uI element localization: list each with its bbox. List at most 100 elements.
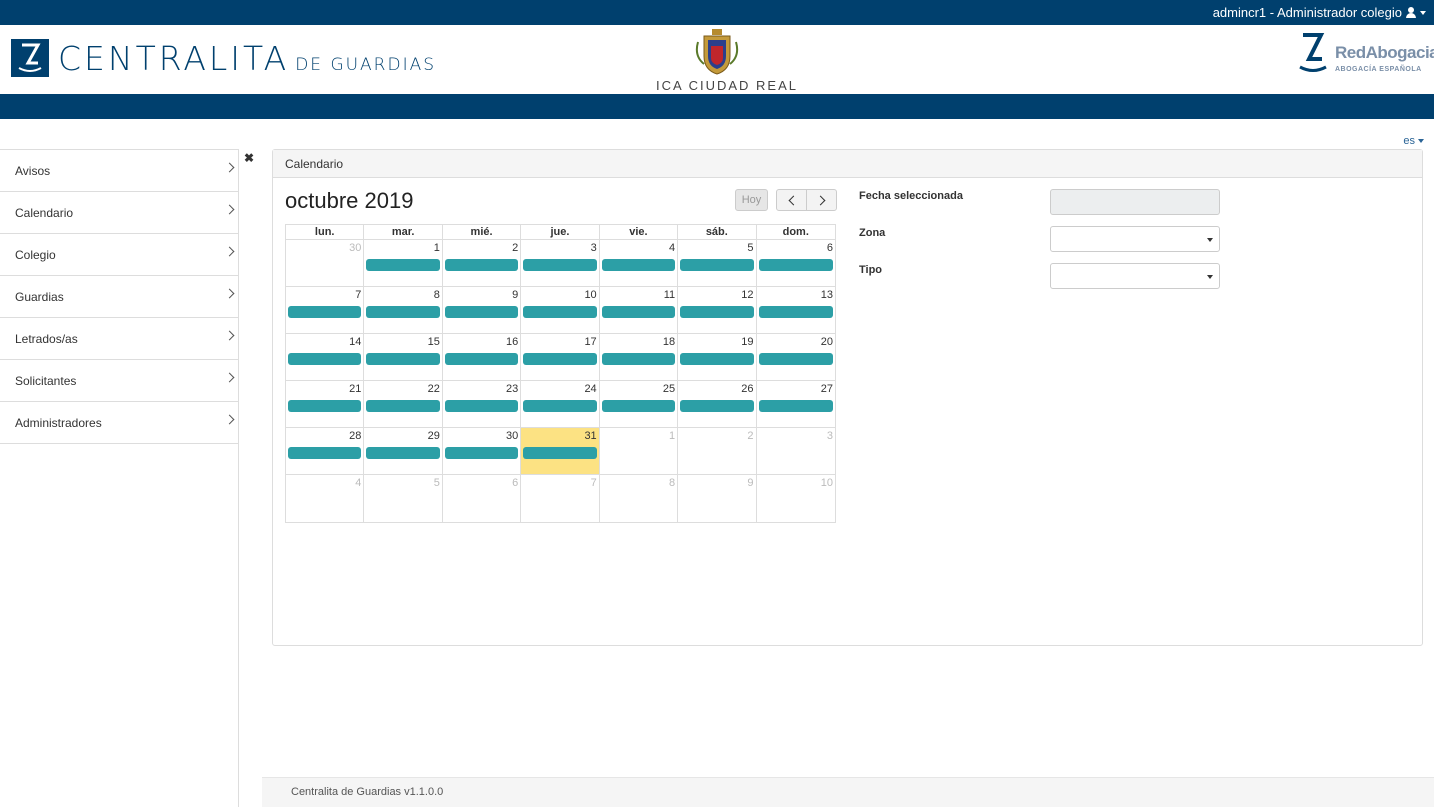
calendar-day[interactable]: 9 xyxy=(678,475,757,522)
calendar-day[interactable]: 13 xyxy=(757,287,835,333)
tipo-select[interactable] xyxy=(1050,263,1220,289)
fecha-seleccionada-field[interactable] xyxy=(1050,189,1220,215)
calendar-day[interactable]: 28 xyxy=(286,428,365,474)
calendar-day[interactable]: 1 xyxy=(600,428,679,474)
chevron-down-icon xyxy=(1207,275,1213,279)
calendar-day[interactable]: 30 xyxy=(443,428,522,474)
calendar-day[interactable]: 20 xyxy=(757,334,835,380)
prev-month-button[interactable] xyxy=(776,189,807,211)
calendar-day[interactable]: 3 xyxy=(757,428,835,474)
calendar-event[interactable] xyxy=(444,306,519,318)
calendar-event[interactable] xyxy=(758,353,833,365)
calendar-day[interactable]: 7 xyxy=(286,287,365,333)
header: CENTRALITA DE GUARDIAS ICA CIUDAD REAL Re… xyxy=(0,25,1434,94)
calendar-day-today[interactable]: 31 xyxy=(521,428,600,474)
calendar-event[interactable] xyxy=(444,400,519,412)
calendar-event[interactable] xyxy=(288,306,362,318)
calendar-event[interactable] xyxy=(758,400,833,412)
calendar-event[interactable] xyxy=(523,400,597,412)
zona-select[interactable] xyxy=(1050,226,1220,252)
calendar-event[interactable] xyxy=(444,447,519,459)
calendar-event[interactable] xyxy=(366,306,440,318)
calendar-event[interactable] xyxy=(523,447,597,459)
sidebar-item-calendario[interactable]: Calendario xyxy=(0,192,238,234)
calendar-day[interactable]: 14 xyxy=(286,334,365,380)
user-menu[interactable]: admincr1 - Administrador colegio xyxy=(1213,5,1426,20)
calendar-event[interactable] xyxy=(366,353,440,365)
calendar-day[interactable]: 5 xyxy=(678,240,757,286)
sidebar-item-avisos[interactable]: Avisos xyxy=(0,150,238,192)
calendar-day[interactable]: 24 xyxy=(521,381,600,427)
calendar-event[interactable] xyxy=(601,259,676,271)
day-number: 10 xyxy=(584,289,597,301)
sidebar-item-solicitantes[interactable]: Solicitantes xyxy=(0,360,238,402)
today-button[interactable]: Hoy xyxy=(735,189,768,211)
calendar-event[interactable] xyxy=(758,306,833,318)
calendar-day[interactable]: 22 xyxy=(364,381,443,427)
calendar-day[interactable]: 25 xyxy=(600,381,679,427)
calendar-day[interactable]: 29 xyxy=(364,428,443,474)
calendar-event[interactable] xyxy=(680,353,754,365)
calendar-event[interactable] xyxy=(523,259,597,271)
day-number: 10 xyxy=(820,477,833,489)
calendar-event[interactable] xyxy=(366,259,440,271)
calendar-event[interactable] xyxy=(288,400,362,412)
calendar-day[interactable]: 1 xyxy=(364,240,443,286)
sidebar-item-administradores[interactable]: Administradores xyxy=(0,402,238,444)
calendar-day[interactable]: 19 xyxy=(678,334,757,380)
calendar-day[interactable]: 9 xyxy=(443,287,522,333)
calendar-day[interactable]: 7 xyxy=(521,475,600,522)
calendar-event[interactable] xyxy=(601,353,676,365)
calendar-day[interactable]: 2 xyxy=(443,240,522,286)
calendar-day[interactable]: 27 xyxy=(757,381,835,427)
calendar-event[interactable] xyxy=(601,306,676,318)
next-month-button[interactable] xyxy=(806,189,837,211)
calendar-event[interactable] xyxy=(366,400,440,412)
calendar-event[interactable] xyxy=(680,259,754,271)
calendar-day[interactable]: 8 xyxy=(364,287,443,333)
calendar-day[interactable]: 6 xyxy=(443,475,522,522)
day-number: 31 xyxy=(584,430,597,442)
sidebar-item-letrados-as[interactable]: Letrados/as xyxy=(0,318,238,360)
calendar-day[interactable]: 30 xyxy=(286,240,365,286)
calendar-event[interactable] xyxy=(444,259,519,271)
weekday-label: mié. xyxy=(443,225,522,239)
sidebar-item-label: Guardias xyxy=(15,289,64,304)
day-number: 4 xyxy=(355,477,362,489)
sidebar-item-guardias[interactable]: Guardias xyxy=(0,276,238,318)
calendar-day[interactable]: 2 xyxy=(678,428,757,474)
calendar-day[interactable]: 4 xyxy=(600,240,679,286)
calendar-day[interactable]: 3 xyxy=(521,240,600,286)
calendar-event[interactable] xyxy=(288,447,362,459)
calendar-day[interactable]: 11 xyxy=(600,287,679,333)
calendar-day[interactable]: 18 xyxy=(600,334,679,380)
language-selector[interactable]: es xyxy=(1403,135,1424,147)
calendar-day[interactable]: 17 xyxy=(521,334,600,380)
calendar-day[interactable]: 21 xyxy=(286,381,365,427)
calendar-event[interactable] xyxy=(680,400,754,412)
calendar-day[interactable]: 8 xyxy=(600,475,679,522)
day-number: 14 xyxy=(349,336,362,348)
calendar-day[interactable]: 5 xyxy=(364,475,443,522)
calendar-event[interactable] xyxy=(444,353,519,365)
calendar-day[interactable]: 6 xyxy=(757,240,835,286)
panel-title: Calendario xyxy=(273,150,1422,178)
calendar-day[interactable]: 16 xyxy=(443,334,522,380)
calendar-event[interactable] xyxy=(288,353,362,365)
calendar-day[interactable]: 10 xyxy=(521,287,600,333)
calendar-event[interactable] xyxy=(523,353,597,365)
sidebar-item-colegio[interactable]: Colegio xyxy=(0,234,238,276)
calendar-event[interactable] xyxy=(366,447,440,459)
calendar-day[interactable]: 4 xyxy=(286,475,365,522)
calendar-day[interactable]: 26 xyxy=(678,381,757,427)
calendar-event[interactable] xyxy=(680,306,754,318)
weekday-label: dom. xyxy=(782,226,809,238)
calendar-event[interactable] xyxy=(523,306,597,318)
calendar-day[interactable]: 12 xyxy=(678,287,757,333)
calendar-event[interactable] xyxy=(601,400,676,412)
calendar-day[interactable]: 10 xyxy=(757,475,835,522)
calendar-day[interactable]: 15 xyxy=(364,334,443,380)
close-sidebar-icon[interactable]: ✖ xyxy=(244,151,255,165)
calendar-day[interactable]: 23 xyxy=(443,381,522,427)
calendar-event[interactable] xyxy=(758,259,833,271)
